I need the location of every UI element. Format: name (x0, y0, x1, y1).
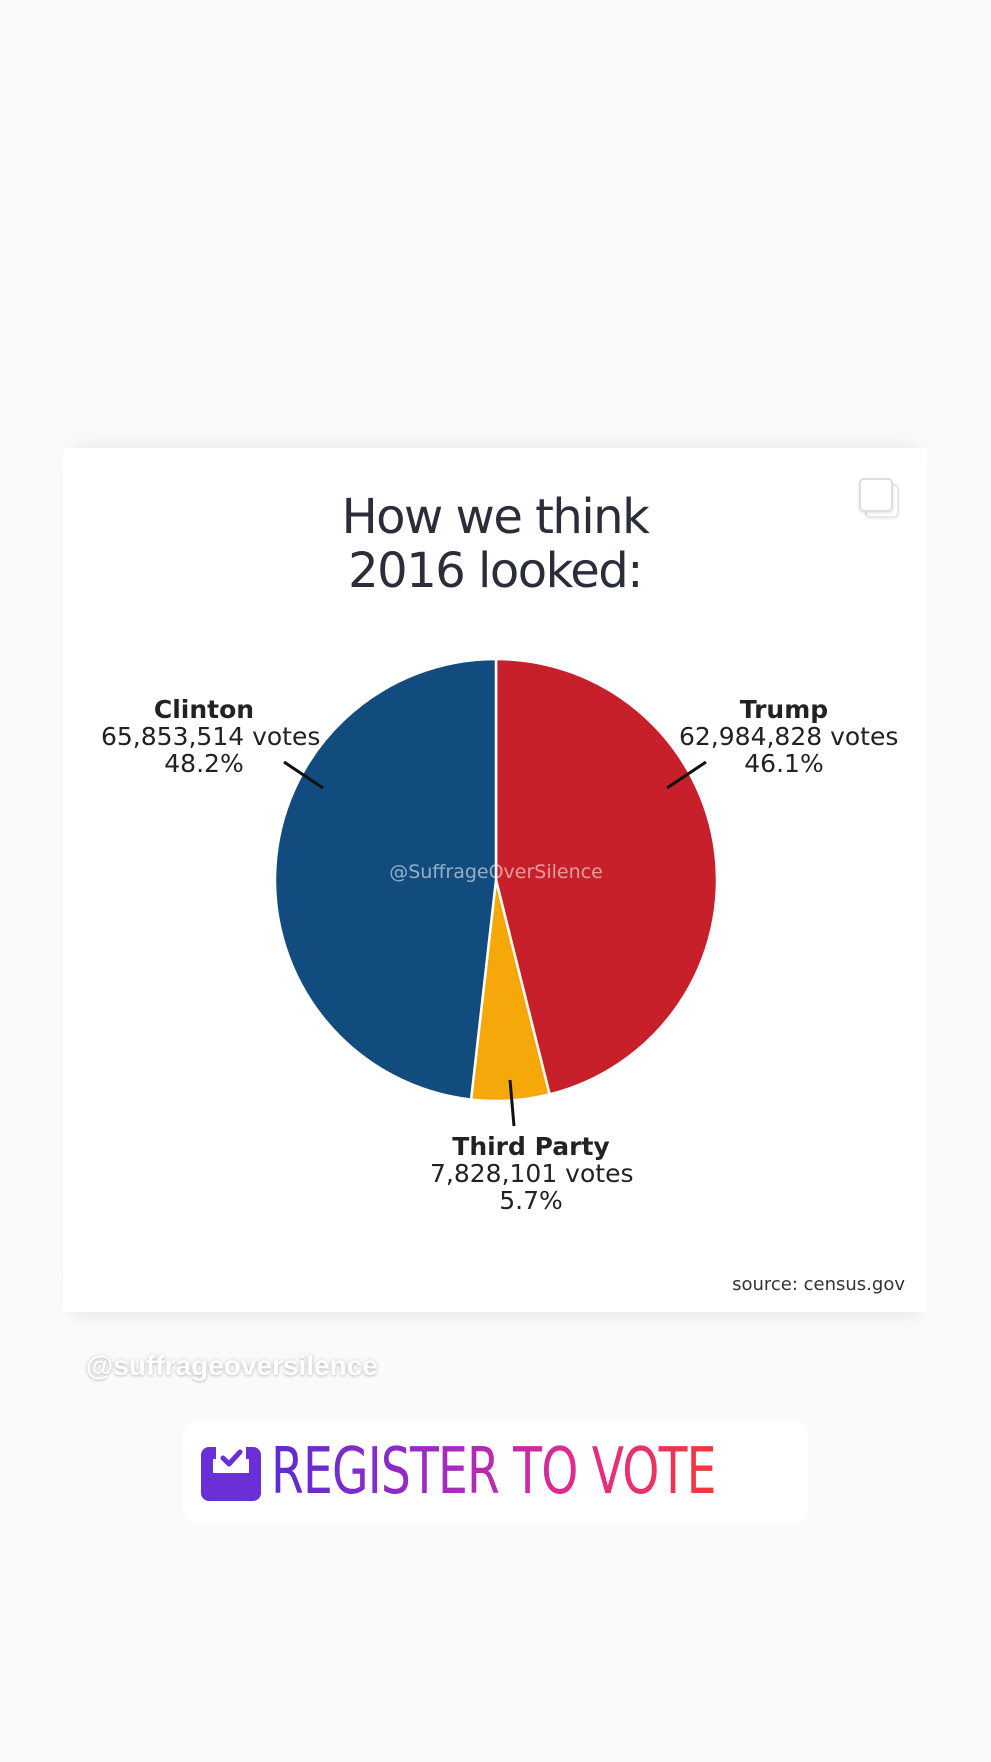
register-to-vote-sticker[interactable]: REGISTER TO VOTE (183, 1422, 808, 1522)
slice-name-clinton: Clinton (153, 695, 255, 724)
leader-line-third-party (508, 1079, 516, 1127)
slice-votes-third-party: 7,828,101 votes (430, 1159, 634, 1188)
slice-label-trump: Trump 62,984,828 votes 46.1% (679, 695, 899, 778)
slice-name-third-party: Third Party (452, 1132, 610, 1161)
carousel-icon[interactable] (859, 478, 899, 518)
slice-percent-clinton: 48.2% (164, 749, 244, 778)
register-to-vote-label: REGISTER TO VOTE (271, 1422, 716, 1522)
story-post-card: How we think 2016 looked: @SuffrageOverS… (63, 448, 927, 1312)
source-note: source: census.gov (732, 1274, 905, 1295)
chart-title-line-1: How we think (341, 489, 650, 545)
slice-votes-trump: 62,984,828 votes (679, 722, 899, 751)
chart-title: How we think 2016 looked: (63, 490, 927, 598)
story-handle[interactable]: @suffrageoversilence (86, 1350, 378, 1381)
slice-name-trump: Trump (739, 695, 829, 724)
pie-slice-clinton (273, 657, 498, 1101)
slice-label-clinton: Clinton 65,853,514 votes 48.2% (101, 695, 321, 778)
ballot-box-check-icon (201, 1443, 261, 1501)
pie-slice-trump (494, 657, 719, 1096)
slice-label-third-party: Third Party 7,828,101 votes 5.7% (430, 1132, 634, 1215)
slice-votes-clinton: 65,853,514 votes (101, 722, 321, 751)
leader-line-trump (666, 760, 707, 790)
leader-line-clinton (283, 760, 324, 790)
pie-chart: @SuffrageOverSilence (273, 657, 719, 1127)
slice-percent-third-party: 5.7% (499, 1186, 563, 1215)
watermark-text: @SuffrageOverSilence (389, 861, 603, 883)
chart-title-line-2: 2016 looked: (348, 543, 643, 599)
slice-percent-trump: 46.1% (744, 749, 824, 778)
